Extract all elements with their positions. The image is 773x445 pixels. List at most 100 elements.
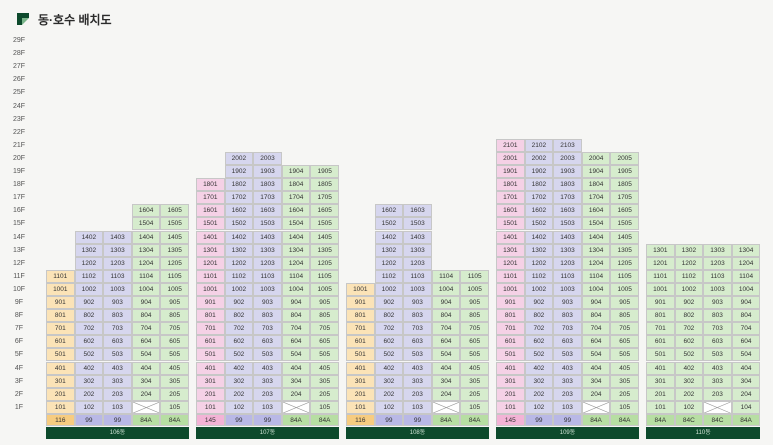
unit-cell: 1903	[253, 165, 282, 179]
unit-cell: 904	[431, 296, 461, 310]
unit-cell: 704	[731, 322, 761, 336]
unit-cell: 2102	[524, 138, 554, 152]
unit-cell: 1702	[224, 191, 254, 205]
unit-cell: 601	[646, 335, 675, 349]
unit-cell: 1404	[131, 230, 161, 244]
unit-type-cell: 84A	[460, 413, 489, 426]
unit-cell: 1001	[496, 282, 525, 296]
unit-cell: 302	[374, 374, 404, 388]
unit-cell: 702	[524, 322, 554, 336]
unit-cell: 205	[160, 387, 189, 401]
unit-cell: 1104	[431, 269, 461, 283]
unit-cell: 2001	[496, 151, 525, 165]
unit-cell: 703	[703, 322, 732, 336]
unit-cell: 1501	[196, 217, 225, 231]
unit-cell: 1501	[496, 217, 525, 231]
unit-cell: 1703	[553, 191, 582, 205]
unit-cell: 1202	[74, 256, 104, 270]
unit-cell: 1502	[524, 217, 554, 231]
unit-cell: 1004	[131, 282, 161, 296]
unit-cell: 1605	[160, 204, 189, 218]
unit-cell: 403	[253, 361, 282, 375]
unit-cell: 102	[74, 400, 104, 414]
unit-cell: 1803	[553, 178, 582, 192]
unit-cell: 103	[253, 400, 282, 414]
unit-type-cell: 84A	[160, 413, 189, 426]
unit-cell: 501	[346, 348, 375, 362]
unit-cell: 304	[431, 374, 461, 388]
unit-cell: 1505	[160, 217, 189, 231]
unit-cell: 304	[581, 374, 611, 388]
unit-cell: 904	[731, 296, 761, 310]
unit-cell: 1005	[460, 282, 489, 296]
unit-cell: 704	[281, 322, 311, 336]
floor-label: 29F	[12, 37, 26, 44]
unit-cell: 1103	[403, 269, 432, 283]
unit-cell: 804	[731, 309, 761, 323]
unit-cell: 1901	[496, 165, 525, 179]
unit-cell: 1005	[610, 282, 639, 296]
unit-cell: 1402	[374, 230, 404, 244]
unit-cell: 1402	[74, 230, 104, 244]
unit-cell: 705	[160, 322, 189, 336]
unit-cell: 503	[253, 348, 282, 362]
floor-label: 3F	[14, 377, 24, 385]
unit-cell: 503	[553, 348, 582, 362]
unit-cell: 1101	[646, 269, 675, 283]
unit-cell: 1802	[524, 178, 554, 192]
floor-label: 16F	[12, 207, 26, 215]
unit-cell: 604	[281, 335, 311, 349]
unit-cell: 505	[460, 348, 489, 362]
empty-unit-cell	[281, 400, 311, 414]
unit-cell: 1905	[310, 165, 339, 179]
unit-cell: 501	[496, 348, 525, 362]
unit-cell: 804	[281, 309, 311, 323]
unit-cell: 704	[131, 322, 161, 336]
unit-cell: 1001	[196, 282, 225, 296]
unit-cell: 101	[646, 400, 675, 414]
unit-cell: 304	[281, 374, 311, 388]
unit-cell: 302	[524, 374, 554, 388]
unit-cell: 904	[281, 296, 311, 310]
unit-cell: 401	[646, 361, 675, 375]
floor-label: 22F	[12, 128, 26, 136]
unit-cell: 1801	[196, 178, 225, 192]
unit-cell: 902	[224, 296, 254, 310]
floor-label: 18F	[12, 181, 26, 189]
unit-cell: 603	[703, 335, 732, 349]
floor-label: 26F	[12, 76, 26, 84]
unit-cell: 1205	[310, 256, 339, 270]
unit-type-cell: 99	[253, 413, 282, 426]
unit-cell: 901	[646, 296, 675, 310]
unit-cell: 201	[646, 387, 675, 401]
building-label: 109동	[496, 426, 639, 439]
unit-cell: 803	[103, 309, 132, 323]
unit-cell: 1003	[403, 282, 432, 296]
unit-cell: 502	[674, 348, 704, 362]
floor-label: 27F	[12, 63, 26, 71]
unit-cell: 504	[431, 348, 461, 362]
unit-cell: 1904	[281, 165, 311, 179]
unit-cell: 1802	[224, 178, 254, 192]
unit-cell: 302	[224, 374, 254, 388]
unit-cell: 1004	[431, 282, 461, 296]
unit-cell: 502	[524, 348, 554, 362]
unit-cell: 801	[346, 309, 375, 323]
floor-label: 4F	[14, 364, 24, 372]
unit-cell: 505	[610, 348, 639, 362]
unit-cell: 202	[224, 387, 254, 401]
unit-cell: 803	[253, 309, 282, 323]
empty-unit-cell	[581, 400, 611, 414]
unit-cell: 602	[524, 335, 554, 349]
unit-cell: 905	[460, 296, 489, 310]
unit-cell: 402	[224, 361, 254, 375]
unit-type-cell: 84A	[281, 413, 311, 426]
unit-cell: 303	[703, 374, 732, 388]
unit-cell: 402	[374, 361, 404, 375]
unit-cell: 1303	[553, 243, 582, 257]
unit-cell: 301	[496, 374, 525, 388]
unit-cell: 1104	[731, 269, 761, 283]
unit-cell: 1502	[374, 217, 404, 231]
unit-cell: 102	[674, 400, 704, 414]
unit-cell: 901	[46, 296, 75, 310]
